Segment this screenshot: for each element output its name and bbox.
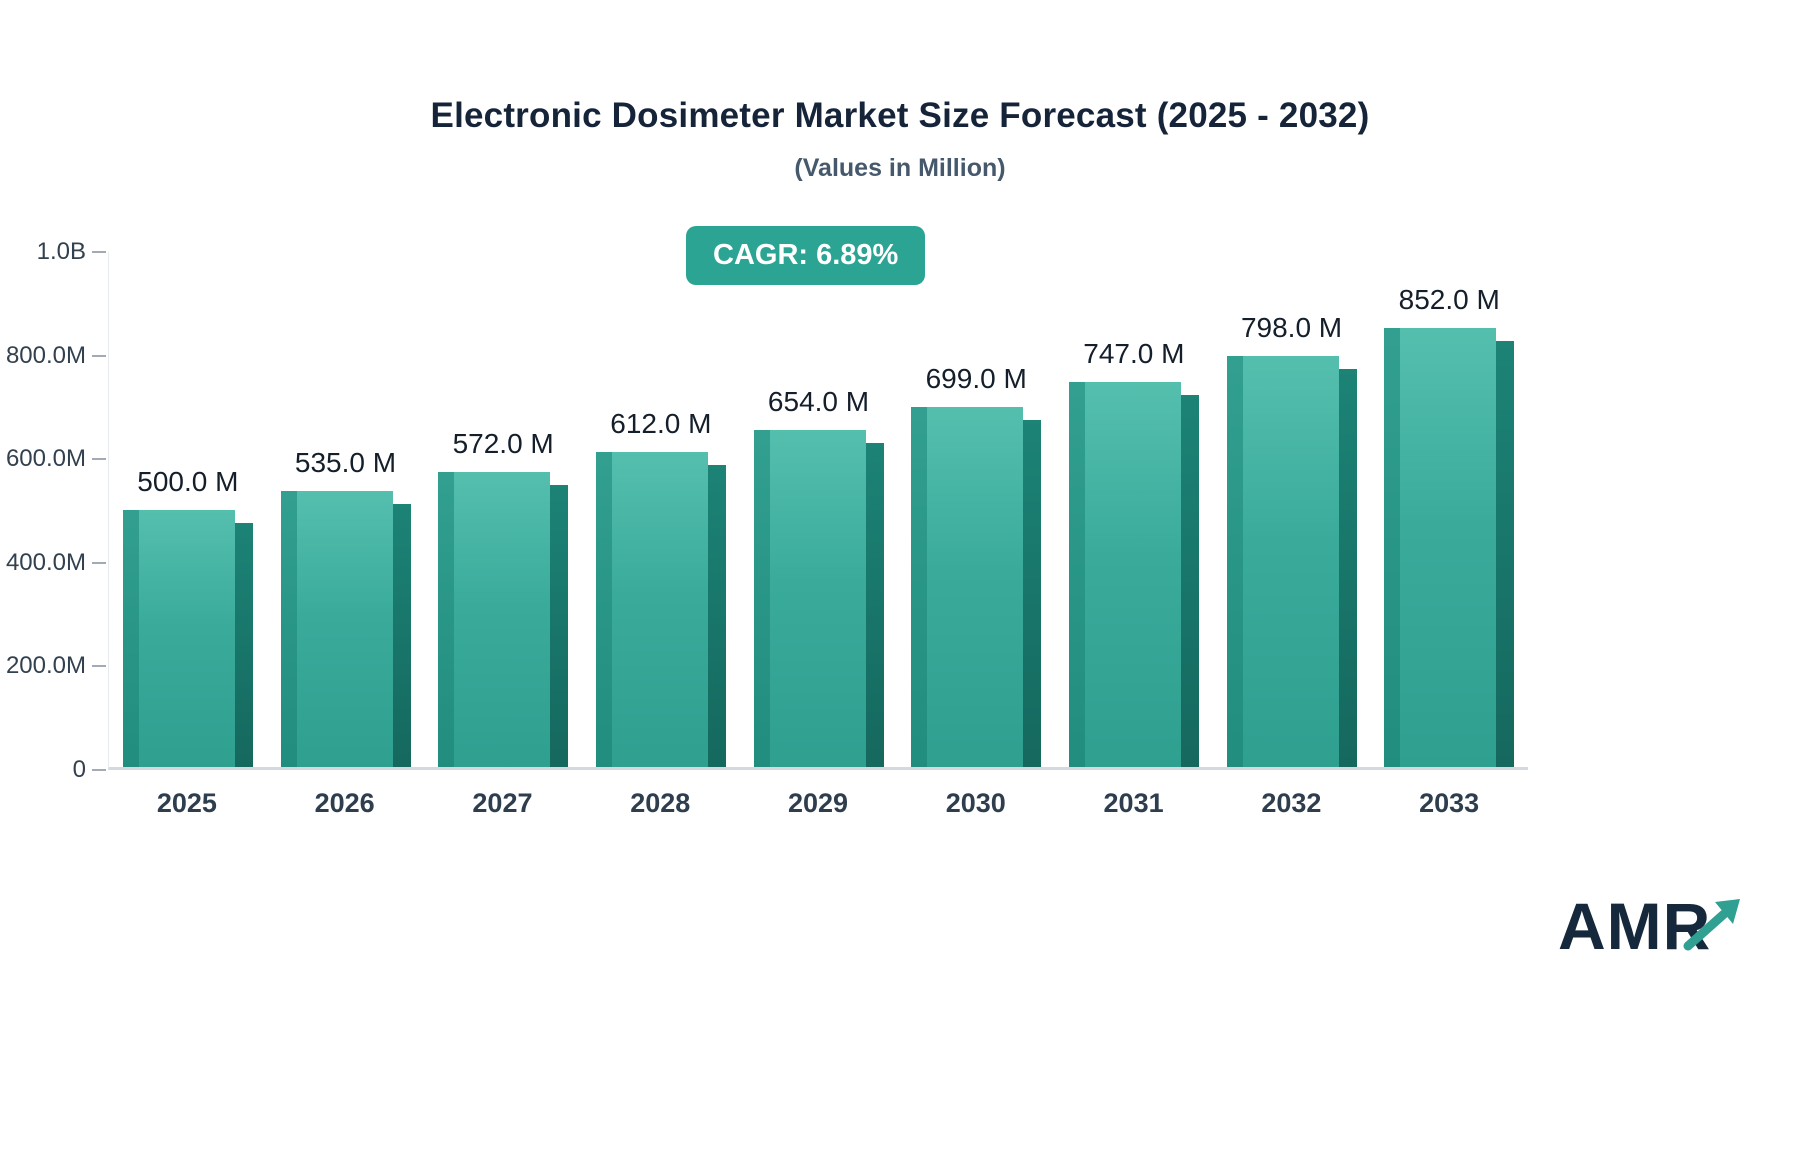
amr-logo-text: AMR bbox=[1558, 889, 1712, 963]
plot-area: 500.0 M 535.0 M 572.0 M 612.0 M 654.0 M 699.0… bbox=[108, 252, 1528, 770]
bar-face bbox=[438, 472, 551, 767]
bars-container: 500.0 M 535.0 M 572.0 M 612.0 M 654.0 M 699.0… bbox=[109, 252, 1528, 768]
bar-side bbox=[234, 522, 253, 767]
bar-column: 535.0 M bbox=[267, 252, 425, 767]
y-tick-mark bbox=[92, 251, 106, 253]
bar-column: 798.0 M bbox=[1213, 252, 1371, 767]
x-tick-label: 2032 bbox=[1261, 788, 1322, 818]
chart-subtitle: (Values in Million) bbox=[794, 154, 1006, 182]
bar-column: 699.0 M bbox=[897, 252, 1055, 767]
y-tick-label: 200.0M bbox=[5, 652, 86, 680]
bar-side bbox=[707, 464, 726, 767]
bar-value-label: 747.0 M bbox=[1083, 338, 1185, 370]
y-tick-mark bbox=[92, 354, 106, 357]
chart-header: Electronic Dosimeter Market Size Forecas… bbox=[0, 96, 1800, 183]
bar-value-label: 612.0 M bbox=[610, 407, 712, 439]
bar-side bbox=[865, 443, 884, 767]
bar-side bbox=[1338, 369, 1357, 767]
y-tick-label: 400.0M bbox=[5, 548, 86, 576]
bar: 572.0 M bbox=[438, 428, 569, 767]
bar-column: 500.0 M bbox=[109, 252, 267, 767]
y-tick-mark bbox=[92, 665, 106, 668]
bar-face bbox=[1068, 382, 1181, 767]
bar: 798.0 M bbox=[1226, 312, 1357, 767]
bar-column: 852.0 M bbox=[1370, 252, 1528, 767]
bar-face bbox=[595, 451, 708, 768]
bar-value-label: 852.0 M bbox=[1398, 284, 1500, 316]
bar-face bbox=[911, 407, 1024, 767]
bar: 699.0 M bbox=[911, 363, 1042, 767]
bar: 612.0 M bbox=[595, 408, 726, 768]
bar-side bbox=[1023, 420, 1042, 767]
bar: 747.0 M bbox=[1068, 338, 1199, 767]
x-tick-label: 2031 bbox=[1103, 788, 1164, 818]
trend-up-arrow-icon bbox=[1683, 899, 1740, 951]
bar: 500.0 M bbox=[122, 466, 253, 767]
bar-column: 572.0 M bbox=[424, 252, 582, 767]
bar-chart: 1.0B 800.0M 600.0M 400.0M 200.0M 0 500.0 M 535… bbox=[6, 238, 1528, 819]
y-tick-label: 800.0M bbox=[5, 341, 86, 369]
x-tick-label: 2027 bbox=[472, 788, 533, 818]
x-tick-label: 2028 bbox=[630, 788, 691, 818]
bar-side bbox=[1496, 341, 1515, 767]
bar-face bbox=[1226, 356, 1339, 767]
bar-value-label: 500.0 M bbox=[137, 465, 239, 497]
x-tick-label: 2029 bbox=[787, 788, 849, 818]
bar-column: 612.0 M bbox=[582, 252, 740, 768]
bar-face bbox=[753, 430, 866, 767]
bar-value-label: 654.0 M bbox=[767, 386, 870, 418]
bar-side bbox=[550, 485, 569, 767]
x-tick-label: 2026 bbox=[314, 788, 375, 818]
bar-face bbox=[122, 509, 235, 767]
bar-face bbox=[1384, 328, 1497, 767]
y-tick-mark bbox=[92, 561, 106, 564]
x-axis: 2025 2026 2027 2028 2029 2030 2031 2032 2033 bbox=[108, 770, 1528, 819]
chart-title: Electronic Dosimeter Market Size Forecas… bbox=[430, 96, 1370, 135]
bar-value-label: 535.0 M bbox=[294, 447, 397, 479]
bar: 852.0 M bbox=[1384, 284, 1515, 767]
y-tick-mark bbox=[92, 458, 106, 461]
x-tick-label: 2025 bbox=[156, 788, 217, 818]
y-tick-label: 0 bbox=[72, 756, 86, 783]
bar-side bbox=[1180, 395, 1199, 767]
bar-value-label: 572.0 M bbox=[452, 428, 554, 460]
bar: 654.0 M bbox=[753, 386, 884, 767]
y-tick-label: 600.0M bbox=[5, 445, 86, 473]
cagr-badge: CAGR: 6.89% bbox=[686, 226, 926, 285]
bar-face bbox=[280, 491, 393, 767]
bar-value-label: 798.0 M bbox=[1240, 312, 1343, 344]
bar-side bbox=[392, 504, 411, 767]
bar: 535.0 M bbox=[280, 447, 411, 767]
y-tick-mark bbox=[92, 769, 106, 771]
y-axis: 1.0B 800.0M 600.0M 400.0M 200.0M 0 bbox=[6, 238, 108, 783]
x-tick-label: 2030 bbox=[945, 788, 1006, 818]
amr-logo: AMR bbox=[1558, 888, 1740, 970]
bar-column: 654.0 M bbox=[740, 252, 898, 767]
y-tick-label: 1.0B bbox=[36, 238, 86, 265]
bar-value-label: 699.0 M bbox=[925, 363, 1027, 395]
x-tick-label: 2033 bbox=[1419, 788, 1480, 818]
bar-column: 747.0 M bbox=[1055, 252, 1213, 767]
